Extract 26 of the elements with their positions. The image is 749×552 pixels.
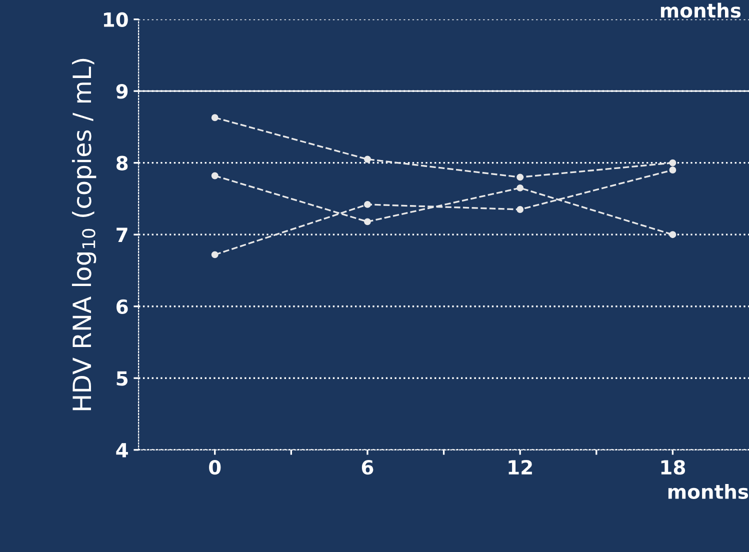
point [364,200,371,208]
y-axis-title: HDV RNA log$_{10}$ (copies / mL) [72,58,96,410]
y-tick-label: 7 [116,228,128,242]
y-tick-label: 10 [104,12,128,27]
point [516,184,524,192]
point [669,159,676,166]
point [669,166,676,174]
x-tick-label: 0 [209,460,221,475]
point [516,206,524,213]
x2-axis-title: months [660,2,741,18]
y-tick-label: 5 [116,371,128,386]
x-tick-label: 12 [508,460,532,474]
point [364,156,371,163]
y-tick-label: 8 [116,156,128,171]
y-tick-label: 4 [116,443,128,458]
point [516,174,524,181]
point [669,231,676,238]
y-tick-label: 6 [116,299,128,314]
point [364,218,371,226]
x-axis-title: months [668,484,748,500]
y-tick-label: 9 [116,84,128,99]
point [211,172,218,180]
x-tick-label: 6 [362,460,374,475]
point [211,114,218,122]
point [211,251,218,258]
x-tick-label: 18 [661,460,686,475]
